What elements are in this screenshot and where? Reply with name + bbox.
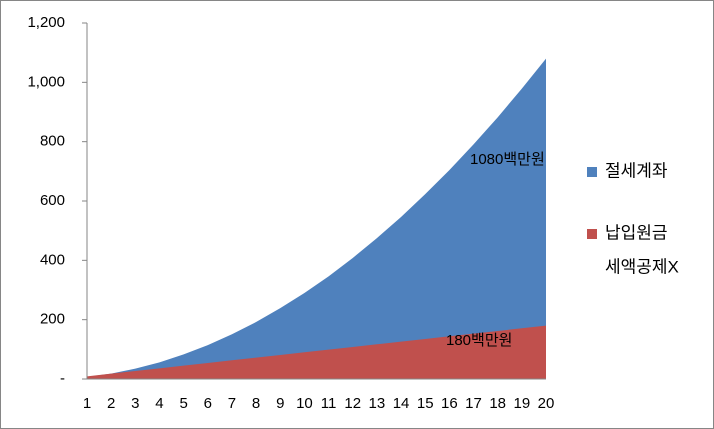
x-tick-label: 13 <box>369 395 386 412</box>
x-tick-label: 9 <box>276 395 284 412</box>
y-tick-label: 400 <box>40 251 65 268</box>
x-tick-label: 18 <box>489 395 506 412</box>
x-tick-label: 5 <box>179 395 187 412</box>
annotation: 180백만원 <box>446 332 512 349</box>
x-tick-label: 14 <box>393 395 410 412</box>
area <box>87 325 546 379</box>
legend-swatch <box>587 229 597 239</box>
x-tick-label: 8 <box>252 395 260 412</box>
x-tick-label: 17 <box>465 395 482 412</box>
annotation: 1080백만원 <box>470 151 545 168</box>
x-tick-label: 10 <box>296 395 313 412</box>
y-tick-label: - <box>60 370 65 387</box>
y-tick-label: 800 <box>40 133 65 150</box>
x-tick-label: 7 <box>228 395 236 412</box>
y-tick-label: 600 <box>40 192 65 209</box>
legend-note: 세액공제X <box>605 257 679 276</box>
y-tick-label: 1,000 <box>27 73 65 90</box>
x-tick-label: 2 <box>107 395 115 412</box>
area <box>87 58 546 379</box>
legend-label: 절세계좌 <box>605 161 668 180</box>
x-tick-label: 6 <box>204 395 212 412</box>
y-tick-label: 200 <box>40 311 65 328</box>
x-tick-label: 16 <box>441 395 458 412</box>
x-tick-label: 11 <box>321 395 337 412</box>
x-tick-label: 15 <box>417 395 434 412</box>
x-tick-label: 12 <box>344 395 361 412</box>
x-tick-label: 4 <box>155 395 163 412</box>
y-tick-label: 1,200 <box>27 14 65 31</box>
x-tick-label: 20 <box>538 395 555 412</box>
x-tick-label: 1 <box>83 395 91 412</box>
x-tick-label: 19 <box>513 395 530 412</box>
legend-label: 납입원금 <box>605 223 668 242</box>
x-tick-label: 3 <box>131 395 139 412</box>
legend-swatch <box>587 167 597 177</box>
